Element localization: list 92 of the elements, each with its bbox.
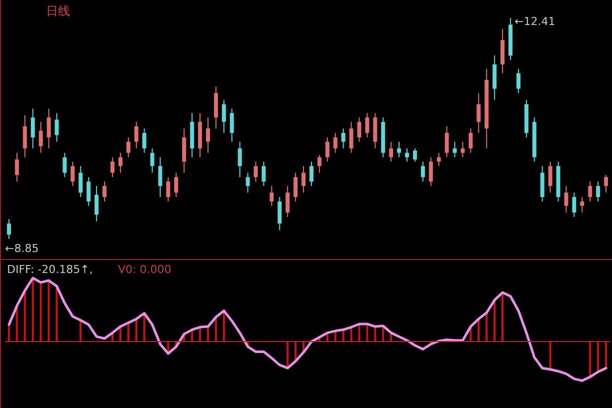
bar xyxy=(502,292,504,341)
candlestick xyxy=(468,128,473,154)
bar xyxy=(56,286,58,341)
candlestick xyxy=(580,196,584,213)
bar xyxy=(605,341,608,368)
candlestick xyxy=(412,148,417,162)
bar xyxy=(366,324,368,341)
candlestick xyxy=(420,161,425,182)
candlestick xyxy=(102,181,107,202)
candlestick xyxy=(349,121,354,154)
candlestick xyxy=(262,161,266,186)
bar xyxy=(478,318,480,341)
bar xyxy=(8,324,10,341)
candlestick xyxy=(230,108,234,142)
candlestick xyxy=(286,185,290,218)
bar xyxy=(374,326,376,341)
candlestick xyxy=(397,141,402,158)
bar xyxy=(24,290,26,341)
candlestick xyxy=(389,141,394,162)
bar xyxy=(80,320,82,341)
candlestick xyxy=(62,152,67,178)
candlestick xyxy=(30,108,35,149)
candlestick xyxy=(94,185,99,222)
candlestick xyxy=(325,136,330,162)
bar xyxy=(494,300,496,341)
candlestick xyxy=(365,112,370,138)
candlestick xyxy=(270,185,274,206)
candlestick xyxy=(166,176,170,202)
candlestick xyxy=(548,161,552,194)
candlestick xyxy=(22,114,27,158)
bar xyxy=(214,317,217,341)
candlestick xyxy=(572,192,576,218)
bar xyxy=(549,341,552,370)
candlestick xyxy=(436,152,441,167)
candlestick xyxy=(357,116,362,142)
candlestick xyxy=(309,161,314,186)
candlestick xyxy=(14,152,19,182)
candlestick xyxy=(564,185,568,213)
candlestick xyxy=(206,116,210,154)
candlestick xyxy=(158,156,162,198)
bar xyxy=(135,318,138,341)
candlestick xyxy=(444,126,449,158)
candlestick xyxy=(588,181,592,202)
text: DIFF: -20.185↑, xyxy=(7,263,93,276)
candlestick xyxy=(142,128,146,154)
candlestick xyxy=(38,121,43,154)
bar xyxy=(597,341,600,372)
candlestick xyxy=(254,161,258,182)
candlestick xyxy=(70,161,75,186)
candlestick xyxy=(405,148,410,162)
bar xyxy=(48,280,50,341)
candlestick xyxy=(110,156,114,178)
candlestick xyxy=(302,166,306,194)
text: ←8.85 xyxy=(4,242,39,255)
candlestick xyxy=(134,121,138,149)
candlestick xyxy=(278,196,282,231)
candlestick xyxy=(604,174,608,194)
bar xyxy=(350,327,352,341)
bar xyxy=(32,278,34,341)
candlestick xyxy=(78,166,83,198)
bar xyxy=(206,326,209,341)
bar xyxy=(486,312,488,341)
candlestick xyxy=(150,148,154,174)
candlestick xyxy=(341,128,346,149)
candlestick xyxy=(54,112,59,142)
candlestick xyxy=(126,136,130,158)
candlestick xyxy=(222,99,226,134)
candlestick xyxy=(246,172,250,194)
candlestick xyxy=(294,172,298,202)
bar xyxy=(40,282,42,341)
bar xyxy=(382,326,384,341)
chart-title: 日线 xyxy=(46,4,70,18)
candlestick xyxy=(118,152,122,174)
candlestick xyxy=(333,132,338,154)
candlestick xyxy=(428,156,433,186)
text: V0: 0.000 xyxy=(118,263,172,276)
bar xyxy=(589,341,592,377)
candlestick xyxy=(6,218,11,240)
candlestick xyxy=(476,92,481,134)
candlestick xyxy=(516,68,520,94)
bar xyxy=(286,341,289,368)
candlestick xyxy=(460,141,465,158)
bar xyxy=(16,306,18,341)
candlestick xyxy=(596,181,600,202)
bar xyxy=(358,324,360,341)
candlestick xyxy=(86,176,91,206)
candlestick xyxy=(317,154,322,174)
candlestick xyxy=(238,141,242,178)
candlestick xyxy=(174,172,178,198)
annotation: ←12.41 xyxy=(514,15,556,28)
candlestick xyxy=(46,108,51,149)
candlestick xyxy=(452,141,457,158)
